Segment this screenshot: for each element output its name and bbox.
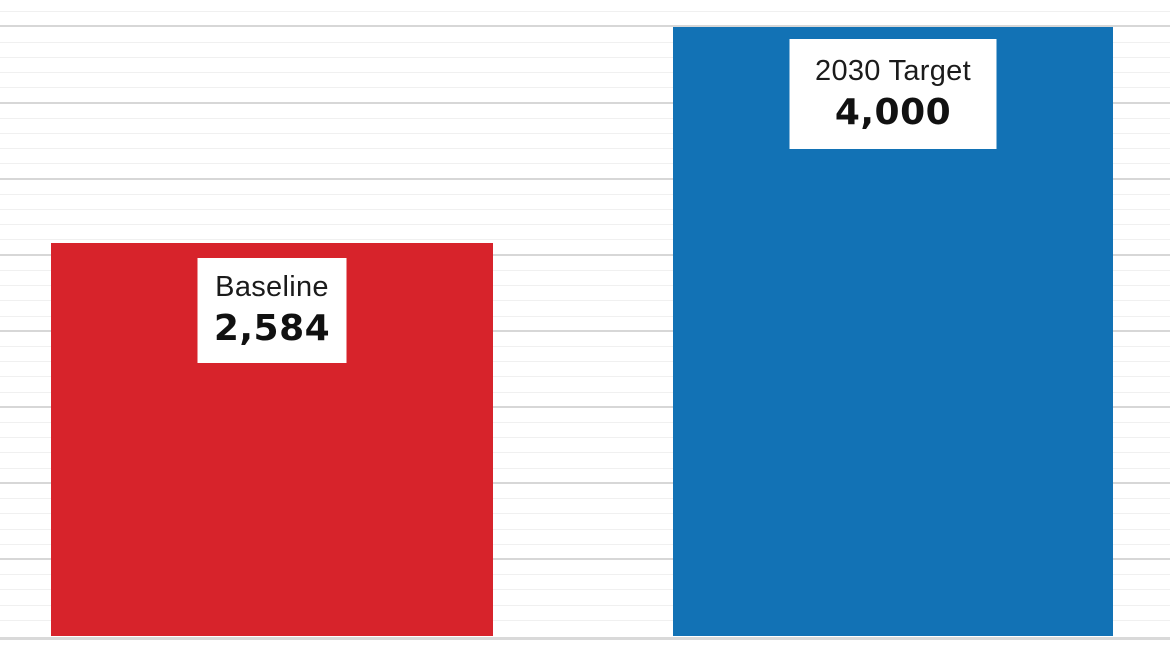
major-gridline — [0, 177, 1170, 180]
minor-gridline — [0, 11, 1170, 13]
minor-gridline — [0, 452, 1170, 454]
major-gridline — [0, 405, 1170, 408]
minor-gridline — [0, 72, 1170, 73]
minor-gridline — [0, 422, 1170, 423]
minor-gridline — [0, 589, 1170, 591]
minor-gridline — [0, 498, 1170, 500]
major-gridline — [0, 253, 1170, 256]
major-gridline — [0, 481, 1170, 484]
minor-gridline — [0, 467, 1170, 469]
minor-gridline — [0, 193, 1170, 195]
minor-gridline — [0, 224, 1170, 226]
minor-gridline — [0, 41, 1170, 43]
minor-gridline — [0, 513, 1170, 515]
minor-gridline — [0, 56, 1170, 58]
minor-gridline — [0, 619, 1170, 621]
plot-area: Baseline 2,584 2030 Target 4,000 — [0, 11, 1170, 636]
minor-gridline — [0, 239, 1170, 241]
minor-gridline — [0, 604, 1170, 606]
minor-gridline — [0, 361, 1170, 363]
minor-gridline — [0, 163, 1170, 165]
bar-value-label: 2,584 — [213, 308, 331, 350]
minor-gridline — [0, 87, 1170, 89]
minor-gridline — [0, 315, 1170, 317]
bar-baseline: Baseline 2,584 — [51, 242, 493, 636]
gridlines — [0, 11, 1170, 621]
bar-category-label: 2030 Target — [815, 55, 971, 88]
bar-label-box-2030-target: 2030 Target 4,000 — [789, 39, 997, 150]
minor-gridline — [0, 345, 1170, 347]
minor-gridline — [0, 269, 1170, 271]
major-gridline — [0, 557, 1170, 560]
minor-gridline — [0, 148, 1170, 150]
minor-gridline — [0, 437, 1170, 439]
minor-gridline — [0, 132, 1170, 134]
major-gridline — [0, 329, 1170, 332]
major-gridline — [0, 25, 1170, 28]
x-axis-line — [0, 637, 1170, 640]
bar-label-box-baseline: Baseline 2,584 — [197, 257, 347, 363]
minor-gridline — [0, 528, 1170, 530]
bar-2030-target: 2030 Target 4,000 — [673, 27, 1113, 636]
minor-gridline — [0, 117, 1170, 119]
minor-gridline — [0, 574, 1170, 576]
minor-gridline — [0, 376, 1170, 378]
bar-value-label: 4,000 — [834, 92, 952, 134]
bar-category-label: Baseline — [215, 271, 329, 304]
minor-gridline — [0, 300, 1170, 302]
minor-gridline — [0, 391, 1170, 393]
major-gridline — [0, 101, 1170, 104]
minor-gridline — [0, 285, 1170, 286]
minor-gridline — [0, 209, 1170, 210]
minor-gridline — [0, 543, 1170, 545]
